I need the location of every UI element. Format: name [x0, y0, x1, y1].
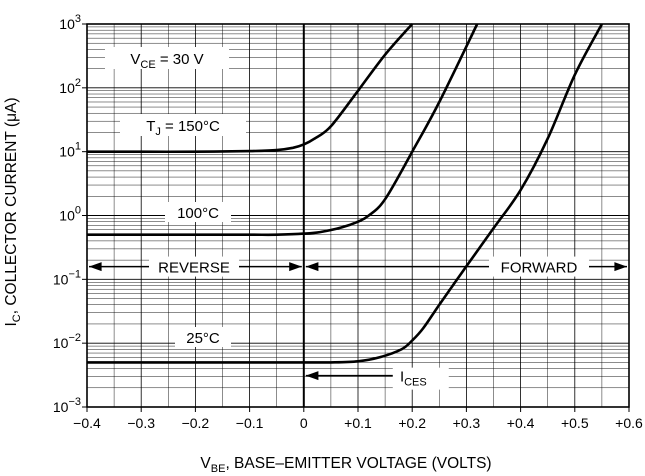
y-tick-label: 101	[59, 141, 81, 160]
x-tick-label: −0.4	[73, 415, 101, 431]
tj-annotation-bg	[120, 114, 246, 136]
vce-annotation: VCE = 30 V	[130, 51, 203, 71]
forward-arrow-head-left	[305, 262, 319, 272]
reverse-label: REVERSE	[158, 260, 230, 277]
y-axis-label: IC, COLLECTOR CURRENT (μA)	[3, 97, 23, 326]
t100-annotation: 100°C	[177, 205, 219, 222]
forward-label: FORWARD	[501, 260, 578, 277]
series-line-150c	[87, 23, 414, 154]
x-tick-label: +0.3	[453, 415, 481, 431]
y-tick-label: 10−2	[53, 332, 81, 351]
y-tick-label: 10−1	[53, 268, 81, 287]
y-tick-label: 103	[59, 13, 81, 32]
tj-annotation: TJ = 150°C	[146, 118, 220, 138]
x-tick-label: −0.2	[182, 415, 210, 431]
t100-annotation-bg	[165, 202, 231, 222]
x-tick-label: −0.3	[127, 415, 155, 431]
x-tick-label: −0.1	[236, 415, 264, 431]
x-tick-label: +0.2	[398, 415, 426, 431]
y-tick-label: 10−3	[53, 396, 81, 415]
x-axis-label: VBE, BASE–EMITTER VOLTAGE (VOLTS)	[200, 455, 491, 475]
t25-annotation: 25°C	[186, 330, 220, 347]
series-line-100c	[87, 23, 479, 237]
reverse-arrow-head-left	[89, 262, 102, 272]
y-axis-ticks: 103 102 101 100 10−1 10−2 10−3	[53, 13, 87, 415]
x-tick-label: +0.5	[561, 415, 589, 431]
reverse-arrow-head-right	[289, 262, 302, 272]
x-tick-label: +0.4	[507, 415, 535, 431]
x-tick-label: +0.1	[344, 415, 372, 431]
chart-grid	[86, 24, 630, 408]
y-tick-label: 102	[59, 77, 81, 96]
x-axis-ticks: −0.4 −0.3 −0.2 −0.1 0 +0.1 +0.2 +0.3 +0.4 +0.5 +0.…	[73, 407, 643, 431]
chart-annotations: VCE = 30 V TJ = 150°C 100°C 25°C REVERSE FORW…	[89, 47, 627, 390]
chart-curves	[87, 23, 604, 364]
vce-annotation-bg	[105, 47, 229, 69]
series-line-25c	[87, 23, 604, 364]
x-tick-label: +0.6	[615, 415, 643, 431]
ices-label: ICES	[400, 369, 427, 389]
forward-label-bg	[489, 256, 589, 277]
ices-arrow-head	[305, 371, 319, 381]
ices-label-bg	[392, 367, 449, 390]
forward-arrow-head-right	[614, 262, 627, 272]
y-tick-label: 100	[59, 205, 81, 224]
x-tick-label: 0	[300, 415, 308, 431]
reverse-label-bg	[149, 256, 239, 277]
t25-annotation-bg	[175, 327, 231, 347]
